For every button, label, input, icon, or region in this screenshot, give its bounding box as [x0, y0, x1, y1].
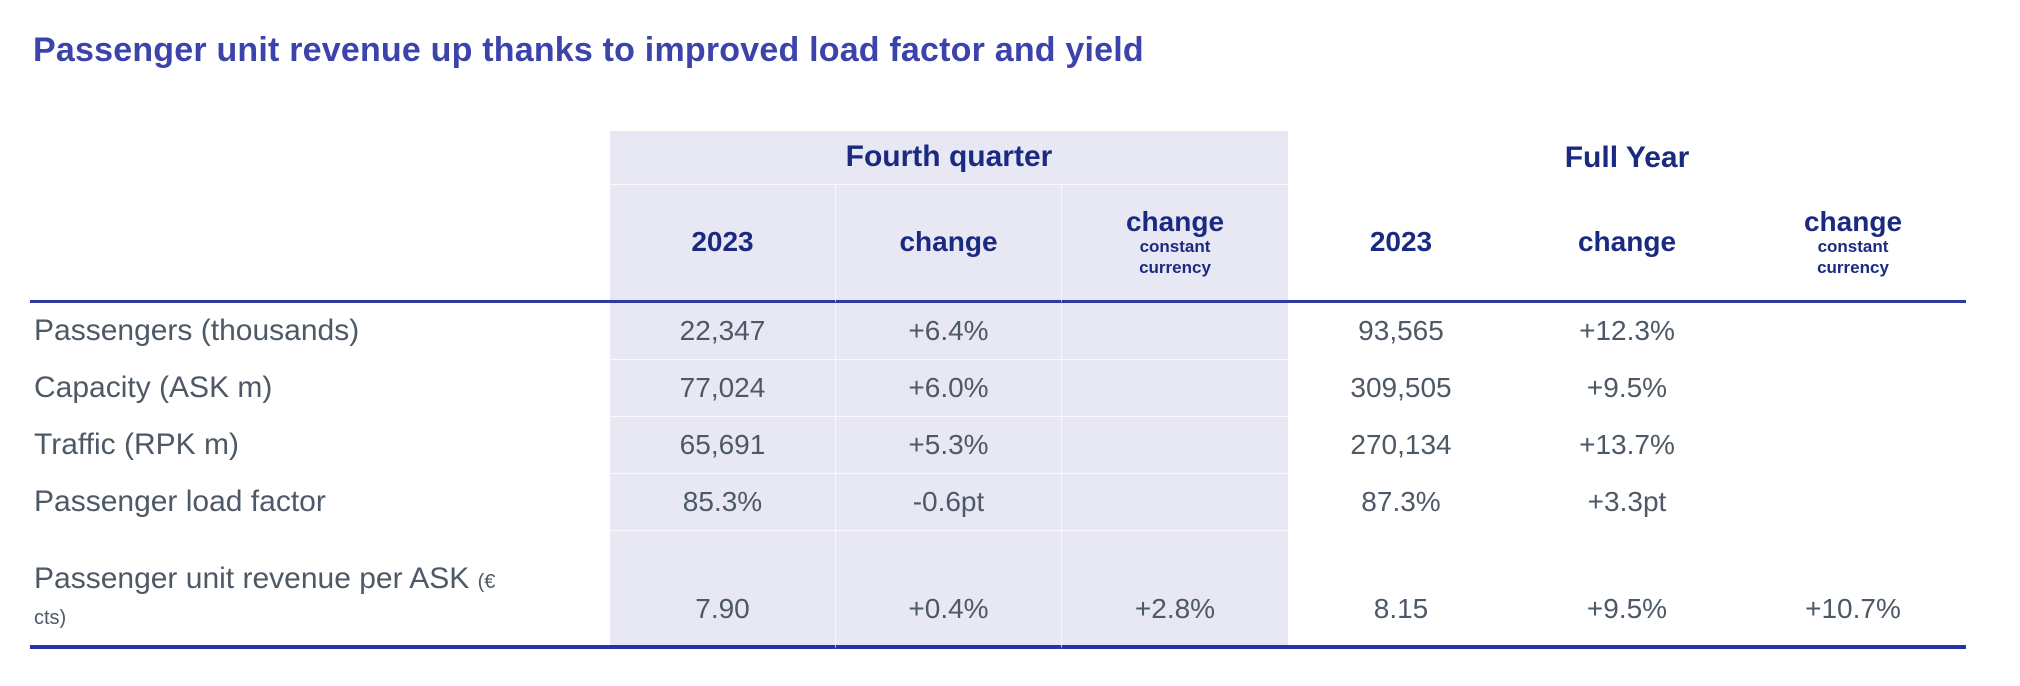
table-row-label: Traffic (RPK m): [30, 417, 610, 474]
value-cell: +3.3pt: [1587, 486, 1667, 518]
value-cell: [1740, 417, 1966, 474]
value-cell: 65,691: [610, 416, 836, 474]
value-cell: +2.8%: [1062, 530, 1288, 649]
value-cell: 8.15: [1288, 531, 1514, 649]
row-label-unit: (€ cts): [34, 570, 496, 629]
column-header-spacer: [30, 185, 610, 303]
value-cell: [1062, 473, 1288, 531]
column-header-fq-2023: 2023: [610, 184, 836, 303]
group-header-full-year: Full Year: [1564, 140, 1690, 174]
row-label-passengers: Passengers (thousands): [34, 314, 360, 348]
row-label-load-factor: Passenger load factor: [34, 485, 326, 519]
page-title: Passenger unit revenue up thanks to impr…: [33, 31, 1144, 69]
group-header-spacer: [30, 131, 610, 185]
column-header-sublabel: constant currency: [1139, 237, 1211, 277]
column-header-label: 2023: [691, 225, 754, 257]
table-row-label: Passengers (thousands): [30, 303, 610, 360]
column-header-fy-2023: 2023: [1288, 185, 1514, 303]
value-cell: [1740, 303, 1966, 360]
value-cell: [1740, 474, 1966, 531]
value-cell: +9.5%: [1514, 531, 1740, 649]
value-cell: 22,347: [610, 302, 836, 360]
table-row-label: Passenger unit revenue per ASK (€ cts): [30, 531, 610, 649]
value-cell: [1062, 302, 1288, 360]
table-row-label: Passenger load factor: [30, 474, 610, 531]
column-header-label: change: [1577, 225, 1677, 257]
table-row-label: Capacity (ASK m): [30, 360, 610, 417]
value-cell: -0.6pt: [836, 473, 1062, 531]
column-header-fy-change-constant-currency: change constant currency: [1740, 185, 1966, 303]
value-cell: 270,134: [1350, 429, 1452, 461]
column-header-fq-change-constant-currency: change constant currency: [1062, 184, 1288, 303]
value-cell: 309,505: [1350, 372, 1452, 404]
value-cell: [1062, 416, 1288, 474]
column-header-sublabel: constant currency: [1817, 237, 1889, 277]
row-label-text: Passenger unit revenue per ASK: [34, 561, 470, 595]
column-header-label: 2023: [1369, 225, 1433, 257]
value-cell: +6.4%: [836, 302, 1062, 360]
column-header-fy-change: change: [1514, 185, 1740, 303]
value-cell: 7.90: [610, 530, 836, 649]
column-header-label: change: [1125, 205, 1225, 237]
passenger-metrics-table: Fourth quarter Full Year 2023 change cha…: [30, 130, 1966, 649]
column-header-label: change: [1803, 205, 1903, 237]
value-cell: [1062, 359, 1288, 417]
value-cell: +10.7%: [1740, 531, 1966, 649]
row-label-capacity: Capacity (ASK m): [34, 371, 273, 405]
row-label-traffic: Traffic (RPK m): [34, 428, 240, 462]
value-cell: 77,024: [610, 359, 836, 417]
column-header-label: change: [899, 225, 998, 257]
value-cell: +0.4%: [836, 530, 1062, 649]
column-header-fq-change: change: [836, 184, 1062, 303]
value-cell: +12.3%: [1579, 315, 1675, 347]
group-header-fourth-quarter: Fourth quarter: [610, 130, 1288, 185]
value-cell: 93,565: [1358, 315, 1444, 347]
value-cell: 85.3%: [610, 473, 836, 531]
value-cell: +13.7%: [1579, 429, 1675, 461]
row-label-unit-revenue: Passenger unit revenue per ASK (€ cts): [34, 561, 504, 633]
value-cell: +6.0%: [836, 359, 1062, 417]
value-cell: +9.5%: [1586, 372, 1668, 404]
value-cell: [1740, 360, 1966, 417]
value-cell: +5.3%: [836, 416, 1062, 474]
value-cell: 87.3%: [1361, 486, 1441, 518]
